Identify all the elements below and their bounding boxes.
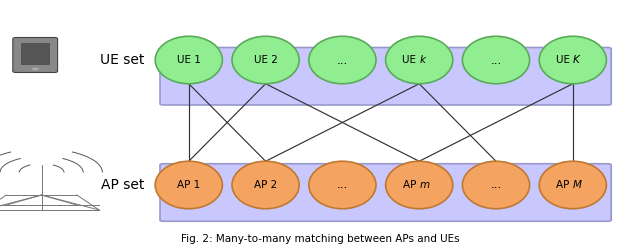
Text: ...: ... — [490, 54, 502, 66]
Ellipse shape — [462, 36, 530, 84]
FancyBboxPatch shape — [160, 164, 611, 221]
Bar — [20, 44, 50, 64]
Text: ...: ... — [337, 54, 348, 66]
Text: AP: AP — [556, 180, 573, 190]
Text: M: M — [573, 180, 582, 190]
Text: AP 2: AP 2 — [254, 180, 277, 190]
Ellipse shape — [155, 36, 223, 84]
Text: AP 1: AP 1 — [177, 180, 200, 190]
Ellipse shape — [155, 161, 223, 209]
Text: Fig. 2: Many-to-many matching between APs and UEs: Fig. 2: Many-to-many matching between AP… — [180, 234, 460, 244]
Text: UE 2: UE 2 — [253, 55, 278, 65]
Text: UE set: UE set — [100, 53, 144, 67]
Text: AP: AP — [403, 180, 419, 190]
Circle shape — [31, 68, 39, 70]
Text: ...: ... — [337, 178, 348, 192]
Ellipse shape — [385, 36, 453, 84]
Ellipse shape — [309, 36, 376, 84]
Text: k: k — [419, 55, 425, 65]
Text: UE: UE — [402, 55, 419, 65]
Ellipse shape — [385, 161, 453, 209]
Ellipse shape — [539, 36, 607, 84]
Text: K: K — [573, 55, 580, 65]
Ellipse shape — [462, 161, 530, 209]
FancyBboxPatch shape — [13, 38, 58, 72]
Text: m: m — [419, 180, 429, 190]
Ellipse shape — [232, 36, 300, 84]
Text: UE 1: UE 1 — [177, 55, 201, 65]
Ellipse shape — [539, 161, 607, 209]
Text: UE: UE — [556, 55, 573, 65]
Text: AP set: AP set — [100, 178, 144, 192]
Ellipse shape — [232, 161, 300, 209]
FancyBboxPatch shape — [160, 48, 611, 105]
Text: ...: ... — [490, 178, 502, 192]
Ellipse shape — [309, 161, 376, 209]
